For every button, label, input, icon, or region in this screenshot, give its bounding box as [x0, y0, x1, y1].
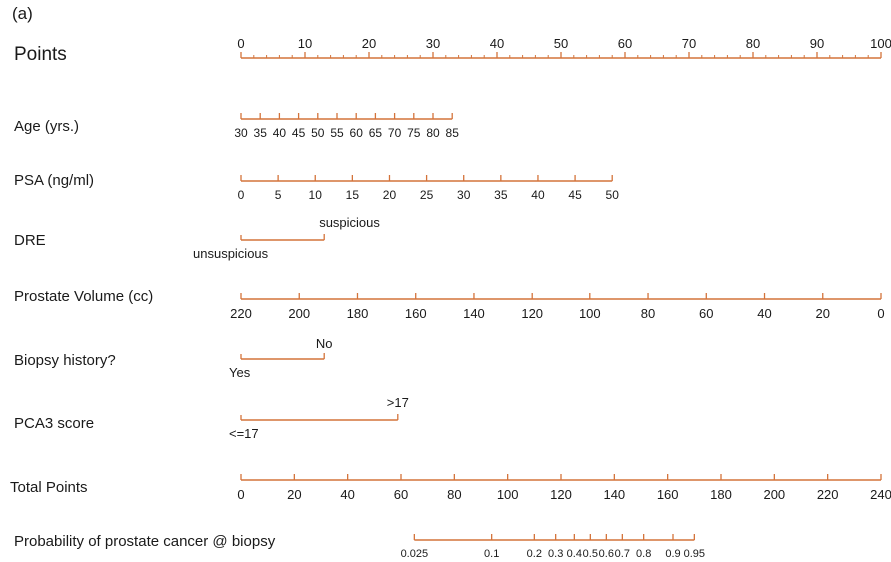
age-tick-label: 70 [388, 126, 402, 140]
total-tick-label: 160 [657, 487, 679, 502]
points-tick-label: 10 [298, 36, 312, 51]
pca3-tick-label: >17 [387, 395, 409, 410]
age-tick-label: 65 [369, 126, 383, 140]
total-tick-label: 140 [603, 487, 625, 502]
total-tick-label: 80 [447, 487, 461, 502]
prob-tick-label: 0.7 [615, 548, 630, 560]
age-tick-label: 85 [446, 126, 460, 140]
age-tick-label: 75 [407, 126, 421, 140]
psa-tick-label: 45 [568, 188, 582, 202]
age-label: Age (yrs.) [14, 118, 80, 135]
dre-tick-label: unsuspicious [193, 246, 269, 261]
points-tick-label: 0 [237, 36, 244, 51]
biopsy-history-label: Biopsy history? [14, 352, 116, 369]
total-tick-label: 40 [340, 487, 354, 502]
total-tick-label: 120 [550, 487, 572, 502]
volume-tick-label: 40 [757, 306, 771, 321]
prob-tick-label: 0.3 [548, 548, 563, 560]
prob-tick-label: 0.9 [665, 548, 680, 560]
pca3-score-label: PCA3 score [14, 415, 95, 432]
age-tick-label: 60 [350, 126, 364, 140]
psa-tick-label: 5 [275, 188, 282, 202]
points-tick-label: 40 [490, 36, 504, 51]
total-tick-label: 0 [237, 487, 244, 502]
points-label: Points [14, 44, 67, 65]
age-tick-label: 40 [273, 126, 287, 140]
total-tick-label: 220 [817, 487, 839, 502]
total-tick-label: 100 [497, 487, 519, 502]
points-tick-label: 100 [870, 36, 891, 51]
points-tick-label: 60 [618, 36, 632, 51]
prob-tick-label: 0.4 [567, 548, 582, 560]
volume-tick-label: 60 [699, 306, 713, 321]
prob-tick-label: 0.1 [484, 548, 499, 560]
volume-tick-label: 220 [230, 306, 252, 321]
prob-tick-label: 0.2 [527, 548, 542, 560]
volume-tick-label: 160 [405, 306, 427, 321]
volume-tick-label: 80 [641, 306, 655, 321]
dre-tick-label: suspicious [319, 215, 380, 230]
psa-tick-label: 35 [494, 188, 508, 202]
age-tick-label: 45 [292, 126, 306, 140]
prob-tick-label: 0.8 [636, 548, 651, 560]
points-tick-label: 70 [682, 36, 696, 51]
pca3-tick-label: <=17 [229, 426, 259, 441]
psa-tick-label: 20 [383, 188, 397, 202]
volume-tick-label: 200 [288, 306, 310, 321]
volume-tick-label: 20 [816, 306, 830, 321]
points-tick-label: 20 [362, 36, 376, 51]
psa-tick-label: 40 [531, 188, 545, 202]
dre-label: DRE [14, 232, 46, 249]
total-tick-label: 240 [870, 487, 891, 502]
age-tick-label: 30 [234, 126, 248, 140]
prob-tick-label: 0.025 [401, 548, 429, 560]
prostate-volume-label: Prostate Volume (cc) [14, 288, 154, 305]
psa-tick-label: 0 [238, 188, 245, 202]
psa-tick-label: 50 [606, 188, 620, 202]
total-tick-label: 60 [394, 487, 408, 502]
psa-label: PSA (ng/ml) [14, 172, 95, 189]
probability-label: Probability of prostate cancer @ biopsy [14, 533, 276, 550]
points-tick-label: 80 [746, 36, 760, 51]
total-tick-label: 200 [763, 487, 785, 502]
points-tick-label: 50 [554, 36, 568, 51]
psa-tick-label: 25 [420, 188, 434, 202]
age-tick-label: 50 [311, 126, 325, 140]
psa-tick-label: 15 [346, 188, 360, 202]
points-tick-label: 30 [426, 36, 440, 51]
age-tick-label: 55 [330, 126, 344, 140]
volume-tick-label: 180 [347, 306, 369, 321]
psa-tick-label: 30 [457, 188, 471, 202]
volume-tick-label: 0 [877, 306, 884, 321]
age-tick-label: 35 [254, 126, 268, 140]
prob-tick-label: 0.5 [583, 548, 598, 560]
volume-tick-label: 100 [579, 306, 601, 321]
total-points-label: Total Points [10, 479, 88, 496]
volume-tick-label: 140 [463, 306, 485, 321]
volume-tick-label: 120 [521, 306, 543, 321]
panel-label: (a) [12, 4, 33, 23]
age-tick-label: 80 [426, 126, 440, 140]
points-tick-label: 90 [810, 36, 824, 51]
biopsy-tick-label: No [316, 336, 333, 351]
psa-tick-label: 10 [309, 188, 323, 202]
total-tick-label: 180 [710, 487, 732, 502]
prob-tick-label: 0.95 [684, 548, 705, 560]
prob-tick-label: 0.6 [599, 548, 614, 560]
total-tick-label: 20 [287, 487, 301, 502]
biopsy-tick-label: Yes [229, 365, 251, 380]
